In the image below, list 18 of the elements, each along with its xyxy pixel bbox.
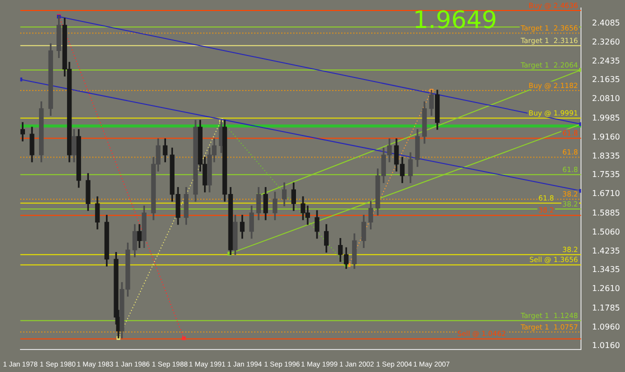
y-tick-label: 1.6710 (592, 189, 620, 198)
y-tick-label: 1.7535 (592, 170, 620, 180)
y-tick-label: 1.2610 (592, 284, 620, 294)
y-tick-label: 2.1635 (592, 75, 620, 84)
y-tick-label: 1.1785 (592, 303, 620, 312)
y-tick-label: 1.9985 (592, 113, 620, 122)
y-tick-label: 1.4235 (592, 246, 620, 256)
y-tick-label: 1.0960 (592, 322, 620, 332)
y-tick-label: 1.3435 (592, 265, 620, 274)
y-tick-label: 1.9160 (592, 132, 620, 142)
y-tick-label: 1.5060 (592, 227, 620, 236)
y-tick-label: 1.0160 (592, 340, 620, 350)
y-tick-label: 2.3260 (592, 37, 620, 46)
y-tick-label: 2.4085 (592, 18, 620, 28)
y-tick-label: 1.8335 (592, 152, 620, 161)
y-tick-label: 1.5885 (592, 208, 620, 218)
y-tick-label: 2.2435 (592, 56, 620, 66)
y-tick-label: 2.0810 (592, 94, 620, 104)
